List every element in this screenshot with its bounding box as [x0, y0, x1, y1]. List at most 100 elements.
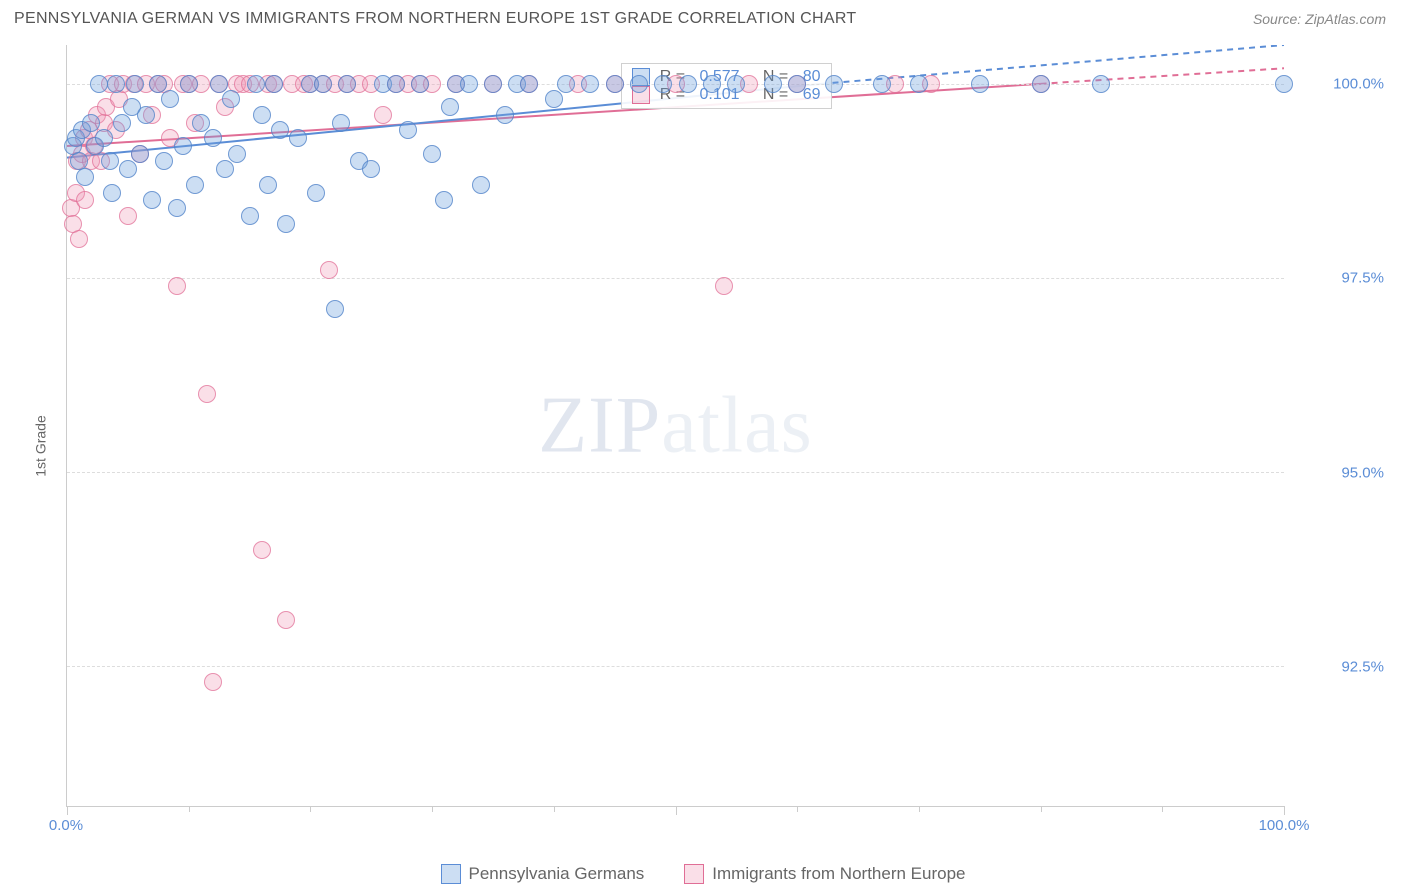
data-point-pink [277, 611, 295, 629]
data-point-blue [113, 114, 131, 132]
data-point-blue [143, 191, 161, 209]
plot-region: ZIPatlas R = 0.577 N = 80R = 0.101 N = 6… [66, 45, 1284, 807]
x-tick-minor [797, 806, 798, 812]
data-point-blue [435, 191, 453, 209]
x-tick-label: 0.0% [49, 817, 83, 834]
data-point-blue [411, 75, 429, 93]
data-point-blue [460, 75, 478, 93]
data-point-blue [95, 129, 113, 147]
data-point-blue [788, 75, 806, 93]
y-tick-label: 100.0% [1333, 75, 1384, 92]
x-tick-minor [1041, 806, 1042, 812]
data-point-blue [1092, 75, 1110, 93]
x-tick-minor [1162, 806, 1163, 812]
data-point-blue [557, 75, 575, 93]
data-point-blue [137, 106, 155, 124]
watermark: ZIPatlas [538, 380, 813, 471]
data-point-blue [630, 75, 648, 93]
data-point-blue [126, 75, 144, 93]
data-point-blue [484, 75, 502, 93]
legend-swatch [441, 864, 461, 884]
data-point-pink [320, 261, 338, 279]
data-point-blue [362, 160, 380, 178]
data-point-blue [180, 75, 198, 93]
data-point-pink [70, 230, 88, 248]
data-point-blue [399, 121, 417, 139]
data-point-pink [76, 191, 94, 209]
data-point-blue [192, 114, 210, 132]
watermark-right: atlas [661, 381, 813, 469]
data-point-blue [679, 75, 697, 93]
legend-label: Immigrants from Northern Europe [712, 864, 965, 884]
legend-label: Pennsylvania Germans [469, 864, 645, 884]
data-point-blue [545, 90, 563, 108]
x-tick-minor [919, 806, 920, 812]
stats-n-value: 69 [803, 86, 821, 104]
data-point-blue [174, 137, 192, 155]
data-point-blue [472, 176, 490, 194]
data-point-blue [210, 75, 228, 93]
data-point-blue [271, 121, 289, 139]
y-tick-label: 97.5% [1341, 270, 1384, 287]
y-tick-label: 92.5% [1341, 659, 1384, 676]
header: PENNSYLVANIA GERMAN VS IMMIGRANTS FROM N… [0, 0, 1406, 34]
y-tick-label: 95.0% [1341, 464, 1384, 481]
data-point-blue [314, 75, 332, 93]
data-point-blue [764, 75, 782, 93]
x-tick-minor [310, 806, 311, 812]
x-tick-minor [554, 806, 555, 812]
data-point-blue [441, 98, 459, 116]
data-point-blue [873, 75, 891, 93]
data-point-blue [910, 75, 928, 93]
chart-title: PENNSYLVANIA GERMAN VS IMMIGRANTS FROM N… [14, 10, 857, 28]
data-point-blue [581, 75, 599, 93]
data-point-blue [1275, 75, 1293, 93]
data-point-blue [277, 215, 295, 233]
data-point-pink [204, 673, 222, 691]
data-point-blue [119, 160, 137, 178]
gridline [67, 472, 1284, 473]
data-point-blue [90, 75, 108, 93]
data-point-pink [715, 277, 733, 295]
data-point-blue [247, 75, 265, 93]
data-point-blue [101, 152, 119, 170]
data-point-blue [155, 152, 173, 170]
data-point-blue [338, 75, 356, 93]
data-point-blue [971, 75, 989, 93]
data-point-blue [149, 75, 167, 93]
gridline [67, 666, 1284, 667]
data-point-blue [307, 184, 325, 202]
data-point-blue [387, 75, 405, 93]
data-point-blue [103, 184, 121, 202]
data-point-blue [259, 176, 277, 194]
gridline [67, 278, 1284, 279]
data-point-blue [265, 75, 283, 93]
data-point-blue [131, 145, 149, 163]
x-tick-label: 100.0% [1259, 817, 1310, 834]
data-point-blue [222, 90, 240, 108]
data-point-blue [332, 114, 350, 132]
data-point-blue [496, 106, 514, 124]
data-point-blue [825, 75, 843, 93]
data-point-pink [198, 385, 216, 403]
data-point-blue [727, 75, 745, 93]
data-point-blue [1032, 75, 1050, 93]
data-point-blue [161, 90, 179, 108]
data-point-blue [289, 129, 307, 147]
data-point-blue [228, 145, 246, 163]
legend-swatch [684, 864, 704, 884]
legend-item: Immigrants from Northern Europe [684, 864, 965, 884]
x-tick-major [1284, 806, 1285, 815]
x-tick-major [67, 806, 68, 815]
data-point-blue [253, 106, 271, 124]
legend: Pennsylvania Germans Immigrants from Nort… [0, 864, 1406, 884]
data-point-blue [654, 75, 672, 93]
data-point-blue [82, 114, 100, 132]
watermark-left: ZIP [538, 381, 661, 469]
trend-lines [67, 45, 1284, 806]
data-point-pink [168, 277, 186, 295]
x-tick-major [676, 806, 677, 815]
data-point-blue [204, 129, 222, 147]
data-point-pink [374, 106, 392, 124]
data-point-blue [326, 300, 344, 318]
